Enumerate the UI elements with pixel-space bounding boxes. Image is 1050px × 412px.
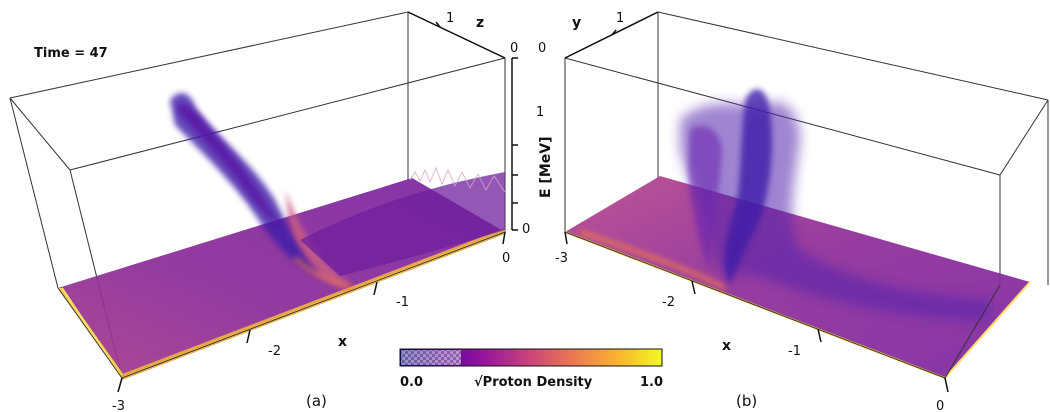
- panel-a-x-tick-0: 0: [502, 251, 510, 266]
- panel-a: 1 z 0 -3 -2 -1 0 x (a): [9, 11, 518, 412]
- panel-b: y 1 -3 -2 -1 0 x (b): [555, 11, 1049, 412]
- panel-a-z-axis-name: z: [476, 15, 484, 31]
- panel-a-box-edges: [9, 11, 506, 379]
- panel-b-label: (b): [736, 392, 757, 410]
- panel-b-right-edge: [944, 281, 1031, 379]
- panel-a-x-tick-m2: -2: [268, 344, 281, 359]
- panel-b-x-axis-name: x: [722, 338, 731, 354]
- panel-b-front-box: [564, 231, 1001, 379]
- panel-a-label: (a): [306, 392, 327, 410]
- panel-b-y-axis-name: y: [572, 15, 581, 31]
- time-label: Time = 47: [34, 46, 108, 61]
- panel-b-y-axis: [564, 11, 659, 59]
- panel-a-z-tick-1: 1: [446, 11, 454, 26]
- panel-a-x-axis-name: x: [338, 334, 347, 350]
- panel-b-x-tick-m3: -3: [555, 251, 568, 266]
- energy-tick-1: 1: [536, 105, 544, 120]
- panel-a-z-axis: [407, 11, 506, 59]
- panel-b-x-tick-m1: -1: [788, 344, 801, 359]
- panel-a-x-tick-m1: -1: [396, 295, 409, 310]
- colorbar-gradient: [399, 348, 663, 367]
- panel-a-shock-ridge: [285, 190, 352, 287]
- panel-a-plateau: [300, 172, 505, 276]
- colorbar-transparency-checker: [401, 350, 461, 365]
- panel-b-y-tick-0: 0: [538, 41, 546, 56]
- panel-b-x-tick-m2: -2: [662, 295, 675, 310]
- panel-a-hot-streak: [293, 256, 353, 290]
- energy-axis: 0 1 E [MeV] 0: [511, 41, 554, 237]
- panel-b-hot-streak: [579, 230, 726, 290]
- panel-a-front-box: [57, 231, 506, 379]
- panel-a-x-tick-m3: -3: [112, 399, 125, 412]
- panel-b-x-tick-0: 0: [936, 399, 944, 412]
- panel-a-z-tick-0: 0: [510, 41, 518, 56]
- colorbar-title: √Proton Density: [474, 375, 593, 390]
- panel-a-x-axis-ticks: [117, 231, 506, 393]
- panel-b-y-tick-1: 1: [616, 11, 624, 26]
- panel-b-plume-left: [688, 126, 722, 270]
- colorbar-min: 0.0: [400, 375, 423, 390]
- panel-a-plateau-spikes: [409, 166, 506, 193]
- panel-b-plume-core: [724, 89, 772, 285]
- energy-tick-0: 0: [522, 222, 530, 237]
- panel-b-x-axis-ticks: [564, 231, 949, 393]
- colorbar-max: 1.0: [640, 375, 663, 390]
- panel-a-plume-core: [178, 104, 280, 225]
- panel-a-left-edge: [61, 287, 123, 379]
- energy-axis-name: E [MeV]: [538, 137, 554, 199]
- colorbar: 0.0 √Proton Density 1.0: [399, 348, 663, 390]
